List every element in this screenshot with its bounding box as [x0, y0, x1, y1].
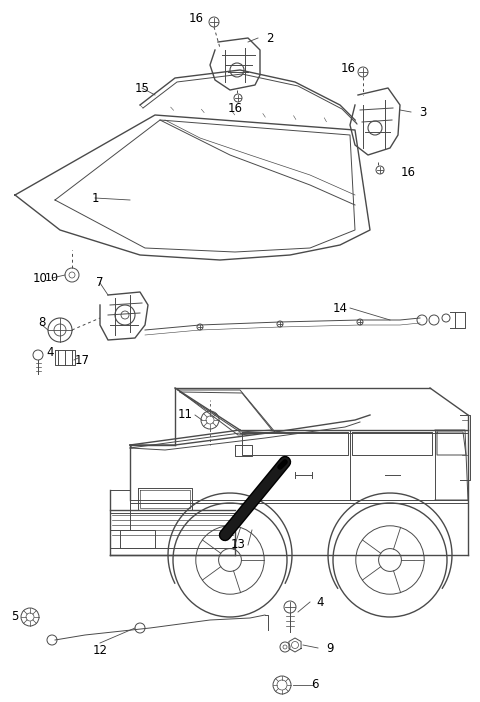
Text: 3: 3 — [420, 105, 427, 119]
Text: 14: 14 — [333, 301, 348, 314]
Text: 4: 4 — [316, 595, 324, 609]
Text: 5: 5 — [12, 611, 19, 623]
Text: 16: 16 — [340, 62, 356, 74]
Text: 11: 11 — [178, 409, 192, 421]
Text: 10: 10 — [33, 272, 48, 284]
Text: 4: 4 — [46, 345, 54, 359]
Text: 16: 16 — [189, 11, 204, 25]
Text: 7: 7 — [96, 277, 104, 289]
Text: 8: 8 — [38, 315, 46, 329]
Text: 16: 16 — [228, 102, 242, 114]
Text: 16: 16 — [400, 166, 416, 180]
Text: 1: 1 — [91, 192, 99, 204]
Text: 13: 13 — [230, 538, 245, 552]
Text: 9: 9 — [326, 642, 334, 654]
Text: 12: 12 — [93, 644, 108, 656]
Text: 15: 15 — [134, 81, 149, 95]
Text: 17: 17 — [74, 354, 89, 366]
Text: 10: 10 — [45, 273, 59, 283]
Text: 6: 6 — [311, 679, 319, 691]
Text: 2: 2 — [266, 32, 274, 44]
